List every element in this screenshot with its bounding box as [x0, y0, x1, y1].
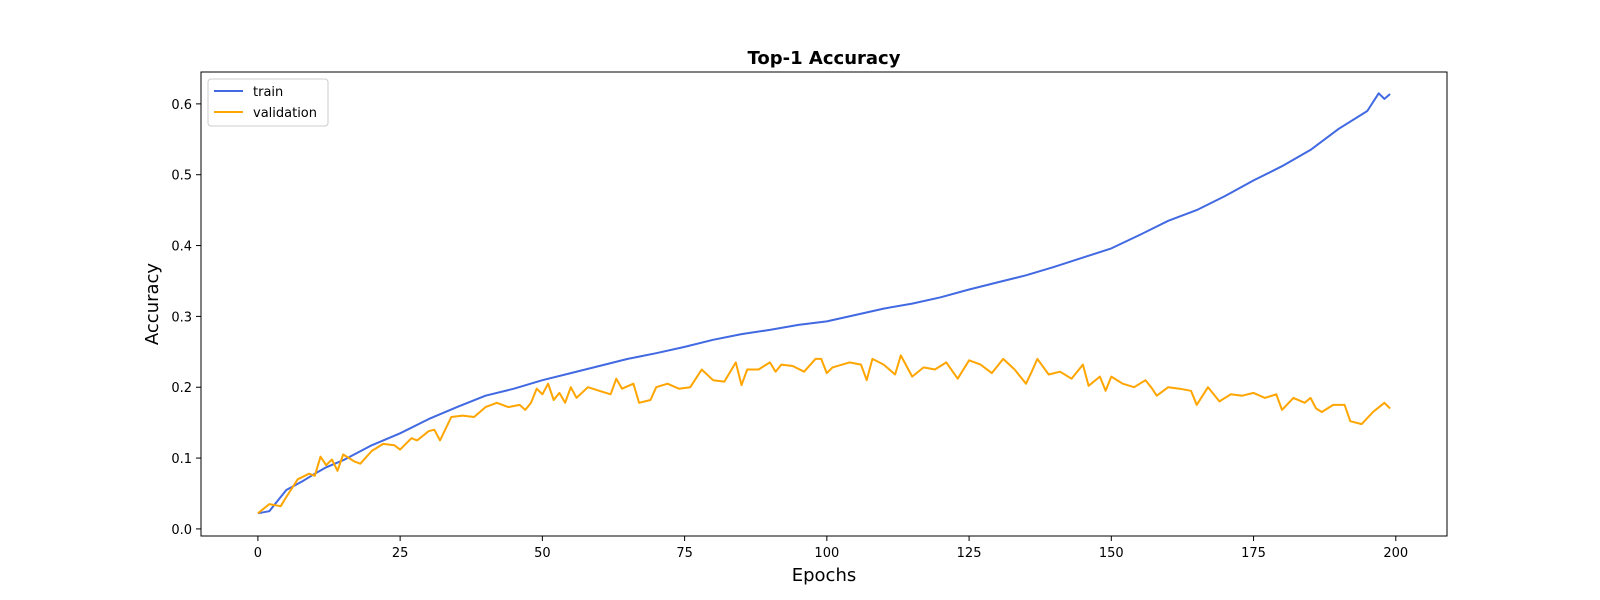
x-tick-label: 25 — [392, 546, 409, 561]
legend: train validation — [207, 78, 329, 127]
y-axis-ticks: 0.0 0.1 0.2 0.3 0.4 0.5 0.6 — [171, 98, 201, 538]
legend-label-train: train — [253, 85, 283, 100]
x-tick-label: 175 — [1241, 546, 1266, 561]
series-line-validation — [257, 354, 1391, 515]
y-tick-label: 0.0 — [171, 523, 192, 538]
x-tick-label: 0 — [254, 546, 262, 561]
x-axis-ticks: 0 25 50 75 100 125 150 175 200 — [254, 536, 1408, 561]
y-tick-label: 0.3 — [171, 310, 192, 325]
x-tick-label: 50 — [534, 546, 551, 561]
y-tick-label: 0.5 — [171, 169, 192, 184]
x-tick-label: 100 — [814, 546, 839, 561]
series-line-train — [257, 92, 1391, 515]
y-tick-label: 0.4 — [171, 240, 192, 255]
x-axis-title: Epochs — [792, 565, 857, 586]
plot-frame — [200, 71, 1448, 537]
x-tick-label: 75 — [676, 546, 693, 561]
chart-title: Top-1 Accuracy — [748, 48, 901, 69]
x-tick-label: 125 — [957, 546, 982, 561]
x-tick-label: 150 — [1099, 546, 1124, 561]
y-tick-label: 0.6 — [171, 98, 192, 113]
y-tick-label: 0.2 — [171, 381, 192, 396]
legend-label-validation: validation — [253, 106, 317, 121]
x-tick-label: 200 — [1383, 546, 1408, 561]
y-tick-label: 0.1 — [171, 452, 192, 467]
series-layer — [257, 92, 1391, 515]
y-axis-title: Accuracy — [142, 263, 163, 346]
